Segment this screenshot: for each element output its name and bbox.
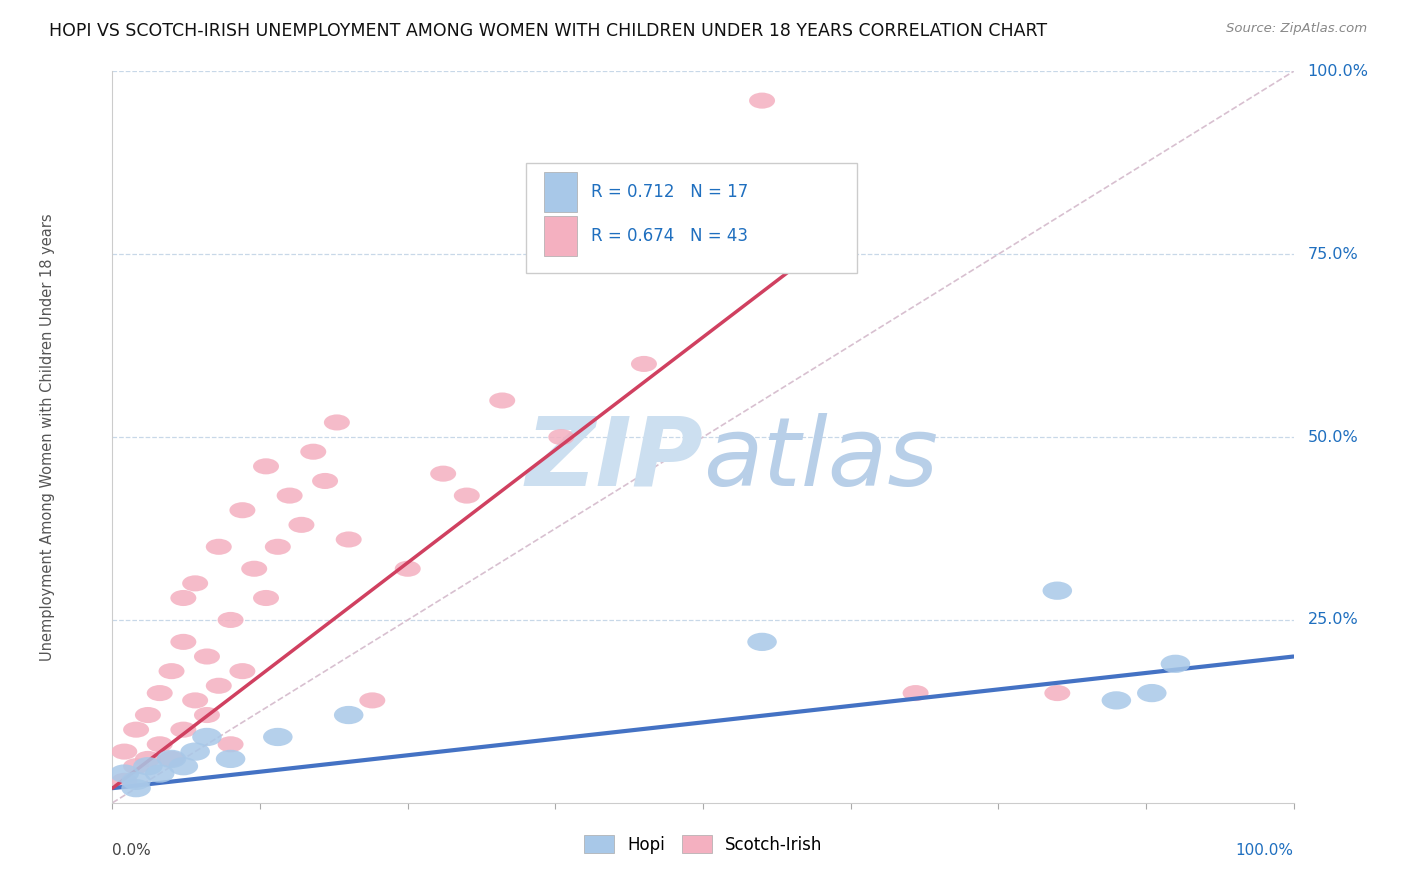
Ellipse shape [218,736,243,752]
Ellipse shape [170,590,197,606]
Ellipse shape [194,648,219,665]
Ellipse shape [749,93,775,109]
Ellipse shape [336,532,361,548]
Text: 25.0%: 25.0% [1308,613,1358,627]
Ellipse shape [146,736,173,752]
Ellipse shape [124,722,149,738]
Ellipse shape [229,663,256,679]
Ellipse shape [312,473,337,489]
Ellipse shape [121,779,150,797]
Ellipse shape [748,632,778,651]
Ellipse shape [263,728,292,746]
Ellipse shape [229,502,256,518]
Ellipse shape [253,590,278,606]
Text: 50.0%: 50.0% [1308,430,1358,444]
Ellipse shape [217,750,246,768]
Ellipse shape [183,692,208,708]
Text: HOPI VS SCOTCH-IRISH UNEMPLOYMENT AMONG WOMEN WITH CHILDREN UNDER 18 YEARS CORRE: HOPI VS SCOTCH-IRISH UNEMPLOYMENT AMONG … [49,22,1047,40]
Ellipse shape [360,692,385,708]
Ellipse shape [110,764,139,782]
Ellipse shape [1161,655,1191,673]
Ellipse shape [194,707,219,723]
Text: 100.0%: 100.0% [1308,64,1368,78]
Text: R = 0.712   N = 17: R = 0.712 N = 17 [591,183,748,201]
Ellipse shape [170,634,197,650]
Ellipse shape [288,516,315,533]
Ellipse shape [264,539,291,555]
Ellipse shape [180,742,209,761]
Ellipse shape [145,764,174,782]
Ellipse shape [1137,684,1167,702]
Ellipse shape [1102,691,1130,709]
Ellipse shape [205,678,232,694]
Ellipse shape [111,772,138,789]
Ellipse shape [548,429,574,445]
Ellipse shape [124,758,149,774]
Text: ZIP: ZIP [524,412,703,506]
Ellipse shape [135,751,160,767]
Ellipse shape [111,744,138,760]
Ellipse shape [430,466,456,482]
Text: R = 0.674   N = 43: R = 0.674 N = 43 [591,227,748,245]
Ellipse shape [253,458,278,475]
Ellipse shape [489,392,515,409]
Text: 100.0%: 100.0% [1236,843,1294,858]
Ellipse shape [146,685,173,701]
Ellipse shape [135,707,160,723]
Ellipse shape [218,612,243,628]
Ellipse shape [159,663,184,679]
Ellipse shape [193,728,222,746]
Ellipse shape [903,685,928,701]
Text: Source: ZipAtlas.com: Source: ZipAtlas.com [1226,22,1367,36]
Ellipse shape [1043,582,1071,599]
FancyBboxPatch shape [544,172,576,212]
Legend: Hopi, Scotch-Irish: Hopi, Scotch-Irish [576,829,830,860]
FancyBboxPatch shape [544,216,576,256]
Ellipse shape [170,722,197,738]
Ellipse shape [242,561,267,577]
Ellipse shape [395,561,420,577]
FancyBboxPatch shape [526,163,856,273]
Ellipse shape [205,539,232,555]
Text: atlas: atlas [703,412,938,506]
Ellipse shape [301,443,326,459]
Ellipse shape [1045,685,1070,701]
Text: 75.0%: 75.0% [1308,247,1358,261]
Ellipse shape [323,415,350,431]
Text: Unemployment Among Women with Children Under 18 years: Unemployment Among Women with Children U… [39,213,55,661]
Ellipse shape [631,356,657,372]
Ellipse shape [159,751,184,767]
Ellipse shape [169,757,198,775]
Ellipse shape [121,772,150,790]
Ellipse shape [335,706,363,724]
Text: 0.0%: 0.0% [112,843,152,858]
Ellipse shape [157,750,186,768]
Ellipse shape [454,488,479,504]
Ellipse shape [277,488,302,504]
Ellipse shape [183,575,208,591]
Ellipse shape [134,757,163,775]
